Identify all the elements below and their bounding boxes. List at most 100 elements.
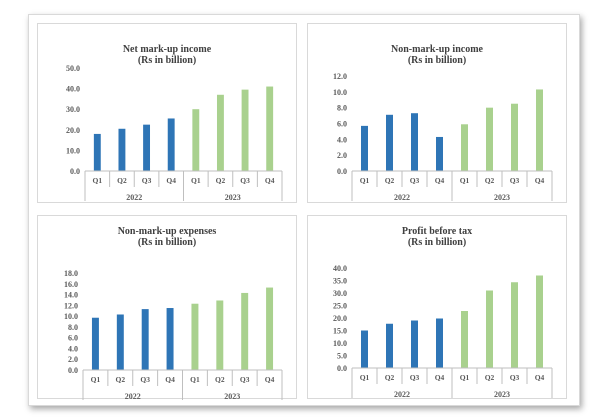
- bar: [486, 107, 493, 171]
- year-group-label: 2022: [126, 193, 142, 202]
- chart-net-markup-income: Net mark-up income (Rs in billion) 0.0 10…: [37, 23, 297, 203]
- x-tick-label: Q2: [215, 375, 225, 384]
- x-tick-label: Q1: [360, 373, 370, 382]
- x-tick-label: Q3: [140, 375, 150, 384]
- bar: [216, 300, 224, 370]
- x-tick-label: Q3: [410, 176, 420, 185]
- y-tick-label: 0.0: [337, 167, 347, 176]
- bar: [216, 94, 224, 171]
- chart-subtitle: (Rs in billion): [407, 237, 467, 248]
- y-tick-label: 18.0: [64, 269, 78, 278]
- bar: [266, 86, 274, 171]
- bar: [241, 292, 249, 370]
- chart-title: Net mark-up income: [122, 44, 212, 55]
- bar: [141, 309, 149, 370]
- x-tick-label: Q3: [510, 176, 520, 185]
- bar: [266, 287, 274, 370]
- x-tick-label: Q4: [166, 176, 176, 185]
- x-tick-label: Q3: [410, 373, 420, 382]
- x-tick-label: Q1: [460, 176, 470, 185]
- bar: [511, 282, 518, 368]
- year-group-label: 2022: [125, 392, 141, 401]
- plot-area: 0.0 2.0 4.06.0 8.0 10.0 12.014.0 16.0 18.0 Q1 Q2 Q…: [64, 269, 283, 401]
- x-tick-label: Q2: [117, 176, 127, 185]
- y-tick-label: 14.0: [64, 291, 78, 300]
- y-tick-label: 12.0: [64, 301, 78, 310]
- bar: [93, 133, 101, 171]
- y-tick-label: 30.0: [66, 105, 80, 114]
- x-tick-label: Q1: [191, 176, 201, 185]
- year-group-label: 2023: [224, 392, 240, 401]
- x-tick-label: Q4: [535, 176, 545, 185]
- bar: [536, 89, 543, 171]
- chart-subtitle: (Rs in billion): [407, 55, 467, 66]
- bar: [411, 113, 418, 171]
- y-tick-label: 6.0: [337, 120, 347, 129]
- x-tick-label: Q4: [165, 375, 175, 384]
- bar: [436, 318, 443, 368]
- x-tick-label: Q2: [485, 176, 495, 185]
- x-tick-label: Q3: [240, 375, 250, 384]
- y-tick-label: 15.0: [333, 327, 347, 336]
- bar: [167, 118, 175, 171]
- x-tick-label: Q4: [435, 176, 445, 185]
- bar: [461, 311, 468, 368]
- y-tick-label: 50.0: [66, 64, 80, 73]
- y-tick-label: 0.0: [70, 167, 80, 176]
- chart-title: Profit before tax: [401, 226, 473, 237]
- x-tick-label: Q2: [385, 373, 395, 382]
- y-tick-label: 8.0: [68, 323, 78, 332]
- bar: [118, 128, 126, 171]
- x-tick-label: Q3: [510, 373, 520, 382]
- year-group-label: 2022: [394, 390, 410, 399]
- x-tick-label: Q2: [385, 176, 395, 185]
- bar: [511, 103, 518, 171]
- y-tick-label: 40.0: [333, 264, 347, 273]
- y-tick-label: 2.0: [68, 355, 78, 364]
- bar: [411, 320, 418, 368]
- chart-non-markup-income: Non-mark-up income (Rs in billion) 0.0 2.…: [307, 23, 567, 203]
- bar: [116, 314, 124, 370]
- chart-title: Non-mark-up expenses: [117, 226, 217, 237]
- x-tick-label: Q2: [485, 373, 495, 382]
- bar: [386, 323, 393, 368]
- plot-area: 0.0 10.0 20.0 30.0 40.0 50.0 Q1 Q2 Q3 Q4 Q1 Q2 Q3 Q4 2…: [66, 64, 283, 202]
- bar: [91, 317, 99, 370]
- year-group-label: 2023: [494, 390, 510, 399]
- bar: [192, 109, 200, 171]
- y-tick-label: 20.0: [333, 314, 347, 323]
- y-tick-label: 25.0: [333, 302, 347, 311]
- y-tick-label: 8.0: [337, 104, 347, 113]
- chart-profit-before-tax: Profit before tax (Rs in billion) 0.0 5.0…: [307, 215, 567, 399]
- bar: [461, 124, 468, 171]
- year-group-label: 2023: [494, 193, 510, 202]
- y-tick-label: 0.0: [337, 364, 347, 373]
- y-tick-label: 10.0: [64, 312, 78, 321]
- y-tick-label: 40.0: [66, 85, 80, 94]
- chart-title: Non-mark-up income: [391, 44, 483, 55]
- y-tick-label: 6.0: [68, 334, 78, 343]
- bar: [486, 290, 493, 368]
- x-tick-label: Q4: [535, 373, 545, 382]
- x-tick-label: Q1: [93, 176, 103, 185]
- y-tick-label: 4.0: [68, 344, 78, 353]
- y-tick-label: 4.0: [337, 135, 347, 144]
- y-tick-label: 30.0: [333, 289, 347, 298]
- x-tick-label: Q2: [116, 375, 126, 384]
- x-tick-label: Q4: [265, 176, 275, 185]
- chart-non-markup-expenses: Non-mark-up expenses (Rs in billion) 0.0…: [37, 215, 297, 401]
- x-tick-label: Q4: [435, 373, 445, 382]
- year-group-label: 2022: [394, 193, 410, 202]
- y-tick-label: 5.0: [337, 352, 347, 361]
- x-tick-label: Q1: [190, 375, 200, 384]
- x-tick-label: Q3: [240, 176, 250, 185]
- bar: [536, 275, 543, 368]
- x-tick-label: Q1: [360, 176, 370, 185]
- x-tick-label: Q1: [460, 373, 470, 382]
- chart-subtitle: (Rs in billion): [137, 237, 197, 248]
- bar: [386, 114, 393, 171]
- x-tick-label: Q1: [91, 375, 101, 384]
- y-tick-label: 12.0: [333, 72, 347, 81]
- x-tick-label: Q2: [216, 176, 226, 185]
- bar: [436, 136, 443, 171]
